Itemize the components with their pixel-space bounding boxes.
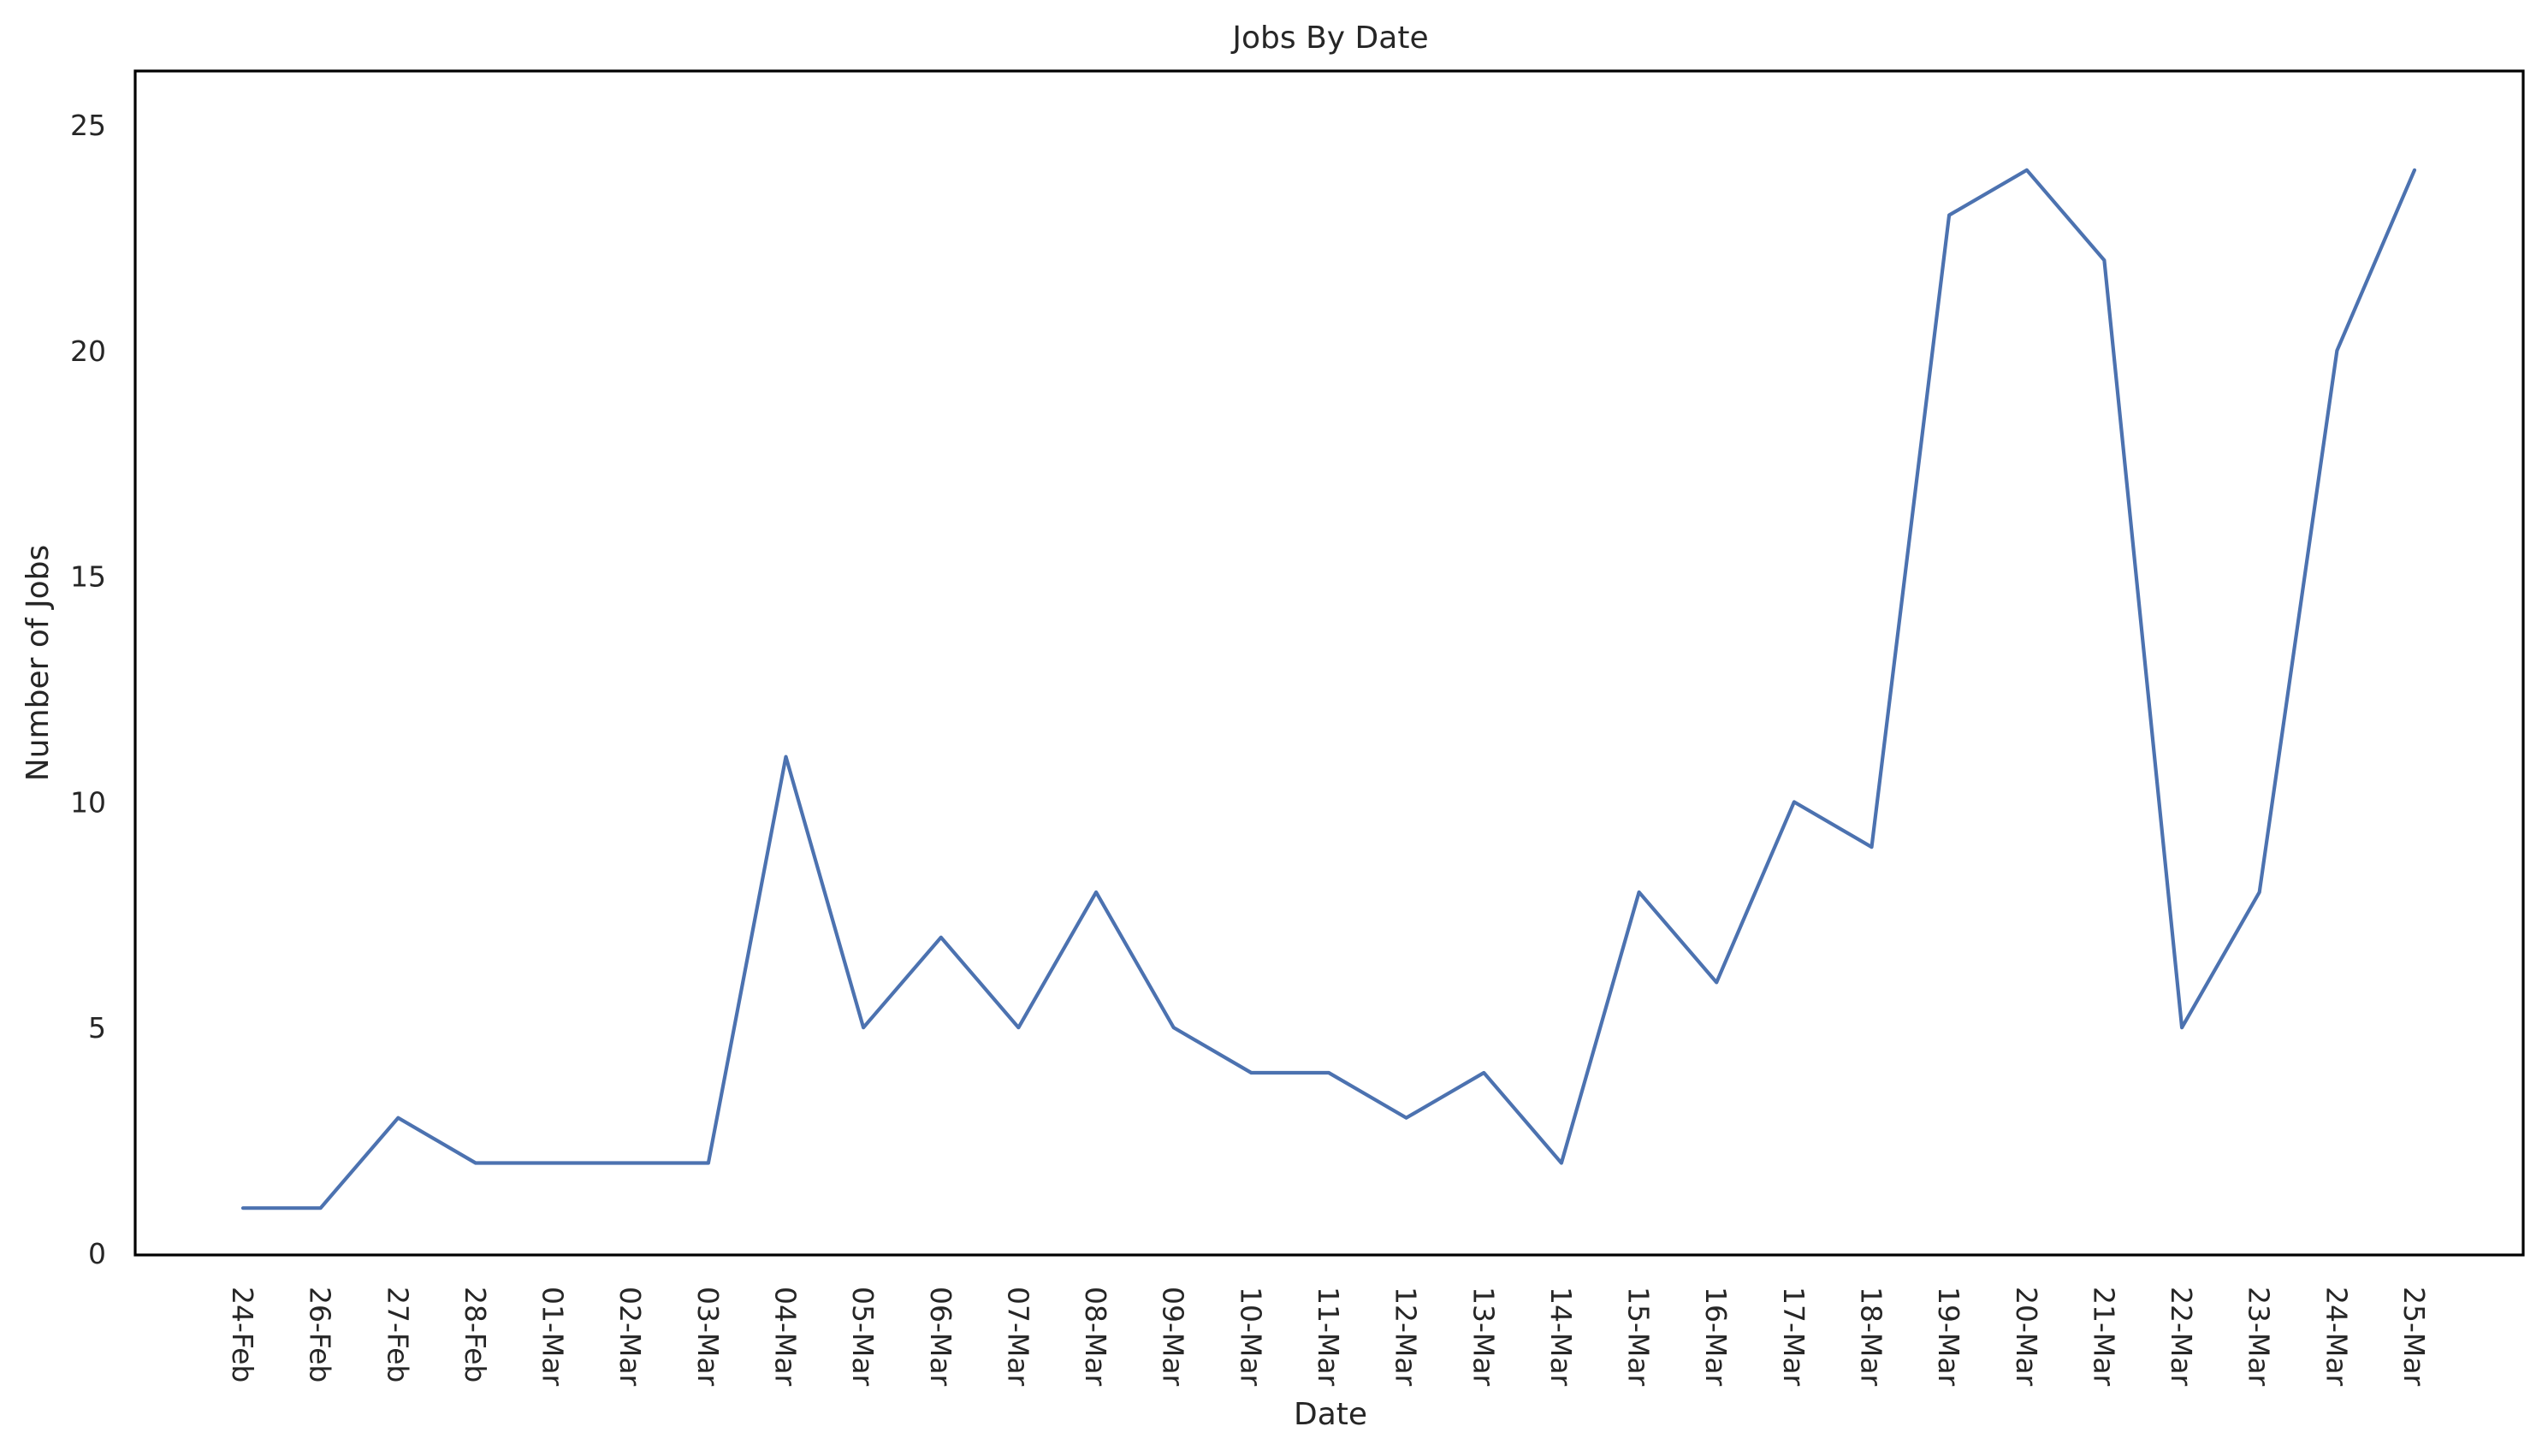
x-tick-label: 28-Feb	[459, 1287, 492, 1382]
x-tick-label: 27-Feb	[381, 1287, 414, 1382]
x-tick-label: 01-Mar	[536, 1287, 570, 1387]
plot-area-frame	[133, 69, 2525, 1257]
x-tick-label: 15-Mar	[1622, 1287, 1656, 1387]
x-tick-label: 24-Mar	[2320, 1287, 2353, 1387]
x-tick-label: 09-Mar	[1157, 1287, 1190, 1387]
x-tick-label: 18-Mar	[1855, 1287, 1888, 1387]
x-tick-label: 25-Mar	[2397, 1287, 2431, 1387]
x-tick-label: 10-Mar	[1234, 1287, 1267, 1387]
y-axis-label: Number of Jobs	[21, 545, 56, 781]
y-axis-ticks: 0 5 10 15 20 25	[70, 109, 106, 1270]
x-tick-label: 16-Mar	[1699, 1287, 1733, 1387]
x-tick-label: 14-Mar	[1544, 1287, 1578, 1387]
x-tick-label: 19-Mar	[1932, 1287, 1965, 1387]
x-tick-label: 07-Mar	[1001, 1287, 1034, 1387]
y-tick-label: 10	[70, 785, 106, 819]
series-line	[240, 168, 2417, 1210]
x-tick-label: 20-Mar	[2010, 1287, 2043, 1387]
y-tick-label: 5	[88, 1011, 106, 1045]
x-tick-label: 24-Feb	[226, 1287, 259, 1382]
x-tick-label: 17-Mar	[1777, 1287, 1810, 1387]
y-tick-label: 25	[70, 109, 106, 142]
x-tick-label: 26-Feb	[304, 1287, 337, 1382]
x-tick-label: 08-Mar	[1079, 1287, 1112, 1387]
x-tick-label: 05-Mar	[846, 1287, 880, 1387]
x-tick-label: 11-Mar	[1312, 1287, 1345, 1387]
x-tick-label: 12-Mar	[1390, 1287, 1423, 1387]
x-tick-label: 22-Mar	[2165, 1287, 2198, 1387]
y-tick-label: 15	[70, 560, 106, 594]
y-tick-label: 20	[70, 334, 106, 368]
x-tick-label: 02-Mar	[613, 1287, 647, 1387]
chart-title: Jobs By Date	[1230, 21, 1428, 56]
x-tick-label: 13-Mar	[1467, 1287, 1500, 1387]
series-group	[240, 168, 2417, 1210]
x-tick-label: 04-Mar	[769, 1287, 803, 1387]
x-tick-label: 06-Mar	[924, 1287, 957, 1387]
x-tick-label: 21-Mar	[2087, 1287, 2120, 1387]
x-axis-ticks: 24-Feb 26-Feb 27-Feb 28-Feb 01-Mar 02-Mar 03-M…	[226, 1287, 2431, 1387]
x-tick-label: 23-Mar	[2243, 1287, 2276, 1387]
y-tick-label: 0	[88, 1237, 106, 1270]
x-axis-label: Date	[1294, 1397, 1367, 1432]
x-tick-label: 03-Mar	[691, 1287, 725, 1387]
